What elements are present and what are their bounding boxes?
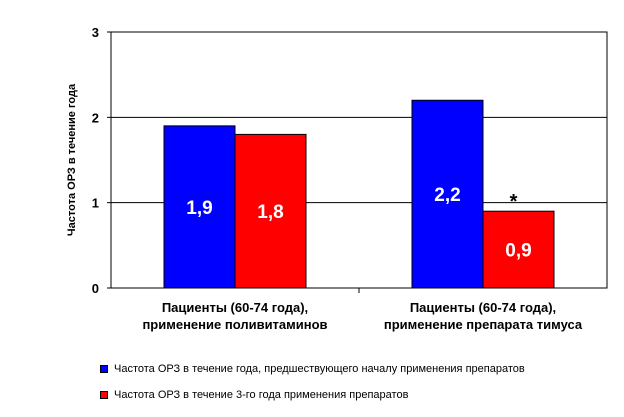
bar: [234, 133, 307, 289]
bar: [411, 99, 484, 289]
legend-swatch-blue: [100, 365, 108, 373]
data-label: 0,9: [505, 241, 531, 262]
category-label: применение препарата тимуса: [384, 317, 583, 332]
y-tick-label: 2: [92, 110, 99, 125]
legend-label-third-year: Частота ОРЗ в течение 3-го года применен…: [114, 389, 409, 401]
category-label: Пациенты (60-74 года),: [410, 300, 556, 315]
chart: 0 1 2 3 Частота ОРЗ в течение года 1,9 1,8 Паци…: [66, 25, 608, 332]
bar: [163, 125, 236, 289]
data-label: 2,2: [434, 185, 460, 206]
data-label: 1,8: [257, 202, 283, 223]
y-tick-label: 1: [92, 196, 99, 211]
data-label: 1,9: [186, 198, 212, 219]
legend-swatch-red: [100, 391, 108, 399]
legend-label-before: Частота ОРЗ в течение года, предшествующ…: [114, 363, 525, 375]
category-label: Пациенты (60-74 года),: [162, 300, 308, 315]
legend: Частота ОРЗ в течение года, предшествующ…: [100, 362, 525, 414]
y-axis-label: Частота ОРЗ в течение года: [66, 83, 78, 236]
category-label: применение поливитаминов: [142, 317, 327, 332]
bar: [482, 210, 555, 289]
significance-asterisk: *: [510, 191, 518, 213]
y-tick-label: 0: [92, 281, 99, 296]
legend-item-before: Частота ОРЗ в течение года, предшествующ…: [100, 362, 525, 376]
legend-item-third-year: Частота ОРЗ в течение 3-го года применен…: [100, 388, 525, 402]
y-tick-label: 3: [92, 25, 99, 40]
